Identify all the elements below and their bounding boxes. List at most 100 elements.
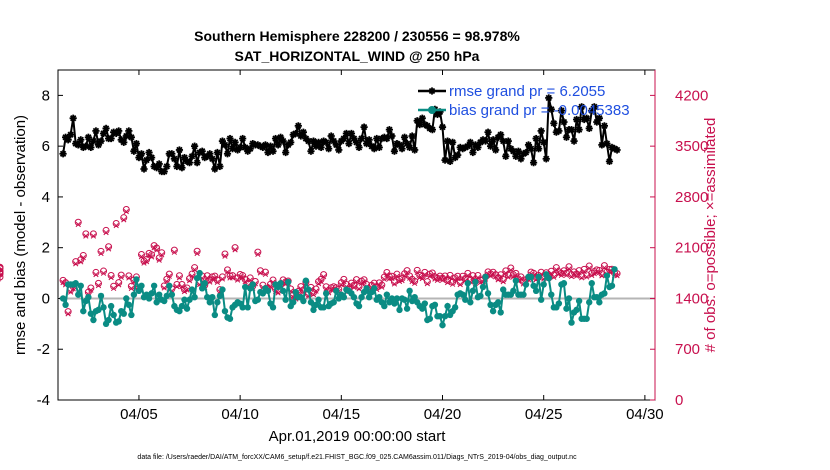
bias-point: [393, 295, 401, 302]
bias-point: [249, 281, 256, 288]
assimilated-point: [123, 208, 129, 215]
rmse-point: [77, 136, 85, 144]
x-tick-label: 04/25: [525, 406, 563, 423]
assimilated-point: [154, 247, 160, 253]
bias-point: [527, 273, 535, 281]
bias-point: [241, 283, 249, 291]
assimilated-point: [548, 270, 554, 277]
bias-point: [586, 299, 593, 306]
assimilated-point: [146, 252, 152, 259]
possible-point: [231, 244, 239, 252]
possible-point: [165, 270, 173, 278]
bias-point: [75, 291, 82, 298]
rmse-point: [140, 165, 148, 173]
possible-point: [580, 265, 588, 273]
assimilated-point: [599, 273, 605, 279]
bias-point: [548, 291, 555, 298]
possible-point: [507, 264, 515, 272]
bias-point: [130, 291, 138, 298]
rmse-point: [540, 138, 548, 146]
assimilated-point: [455, 275, 461, 282]
bias-point: [555, 300, 563, 307]
rmse-point: [532, 134, 540, 143]
bias-point: [100, 304, 107, 311]
bias-point: [95, 306, 102, 314]
rmse-point: [107, 134, 115, 143]
assimilated-point: [404, 270, 410, 276]
rmse-series: [59, 94, 621, 176]
rmse-point: [537, 127, 545, 135]
bias-point: [510, 287, 517, 295]
possible-point: [102, 226, 110, 234]
bias-point: [259, 290, 267, 297]
possible-point: [254, 248, 262, 256]
bias-point: [391, 300, 398, 307]
bias-point: [219, 286, 226, 293]
bias-point: [421, 300, 429, 307]
bias-point: [155, 291, 163, 298]
obs-count-layer: [0, 205, 621, 317]
assimilated-point: [103, 229, 109, 236]
assimilated-point: [222, 253, 228, 259]
bias-point: [72, 280, 79, 287]
bias-point: [239, 304, 246, 311]
bias-point: [419, 305, 426, 312]
bias-point: [588, 280, 595, 287]
assimilated-point: [255, 251, 261, 257]
rmse-point: [120, 138, 128, 146]
assimilated-point: [318, 278, 324, 285]
bias-point: [365, 293, 373, 301]
rmse-point: [390, 147, 399, 155]
bias-point: [441, 313, 449, 320]
assimilated-point: [518, 276, 524, 282]
bias-point: [196, 269, 203, 277]
assimilated-point: [341, 278, 347, 285]
bias-point: [371, 285, 378, 292]
bias-point: [148, 290, 155, 297]
bias-point: [90, 316, 97, 324]
assimilated-point: [161, 285, 167, 291]
bias-point: [87, 310, 95, 317]
rmse-point: [345, 140, 353, 148]
rmse-point: [605, 157, 614, 165]
bias-point: [226, 315, 234, 322]
bias-point: [59, 295, 67, 302]
bias-point: [290, 299, 297, 306]
possible-point: [175, 272, 183, 280]
assimilated-point: [148, 254, 155, 260]
rmse-point: [163, 162, 171, 171]
legend-rmse-star: [428, 87, 436, 95]
chart-subtitle: SAT_HORIZONTAL_WIND @ 250 hPa: [235, 48, 480, 64]
assimilated-point: [126, 275, 132, 281]
rmse-point: [279, 137, 287, 145]
rmse-point: [127, 133, 135, 141]
rmse-point: [545, 94, 553, 102]
bias-point: [166, 282, 173, 289]
assimilated-point: [181, 288, 188, 295]
assimilated-point: [338, 282, 344, 288]
rmse-point: [180, 153, 189, 162]
bias-point: [80, 307, 87, 315]
possible-point: [112, 219, 120, 227]
rmse-point: [145, 148, 153, 157]
rmse-point: [375, 143, 383, 152]
bias-point: [537, 296, 545, 303]
bias-point: [269, 304, 277, 311]
rmse-point: [446, 157, 454, 165]
y2-tick-label: 2800: [675, 189, 708, 206]
bias-point: [216, 292, 224, 300]
rmse-point: [155, 160, 163, 168]
rmse-point: [398, 145, 406, 153]
bias-point: [575, 297, 583, 305]
bias-series: [59, 266, 618, 329]
assimilated-point: [573, 273, 580, 279]
assimilated-point: [98, 250, 104, 257]
rmse-point: [469, 148, 477, 157]
assimilated-point: [452, 277, 458, 283]
bias-point: [279, 287, 287, 295]
bias-point: [221, 307, 229, 315]
assimilated-point: [100, 270, 107, 276]
bias-point: [292, 288, 299, 296]
rmse-point: [132, 140, 141, 148]
rmse-point: [357, 134, 366, 143]
